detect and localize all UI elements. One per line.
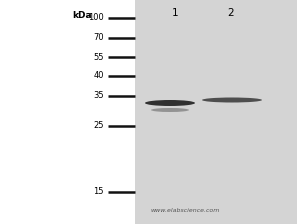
Ellipse shape [202, 97, 262, 103]
Text: 55: 55 [94, 52, 104, 62]
Text: 2: 2 [228, 8, 234, 18]
Text: 35: 35 [93, 91, 104, 101]
Text: 1: 1 [172, 8, 179, 18]
Text: 25: 25 [94, 121, 104, 131]
Bar [0, 0, 135, 224]
Text: 15: 15 [94, 187, 104, 196]
Bar [135, 0, 297, 224]
Ellipse shape [145, 100, 195, 106]
Ellipse shape [151, 108, 189, 112]
Text: kDa: kDa [72, 11, 92, 20]
Text: www.elabscience.com: www.elabscience.com [150, 207, 220, 213]
Text: 70: 70 [93, 34, 104, 43]
Text: 100: 100 [88, 13, 104, 22]
Text: 40: 40 [94, 71, 104, 80]
